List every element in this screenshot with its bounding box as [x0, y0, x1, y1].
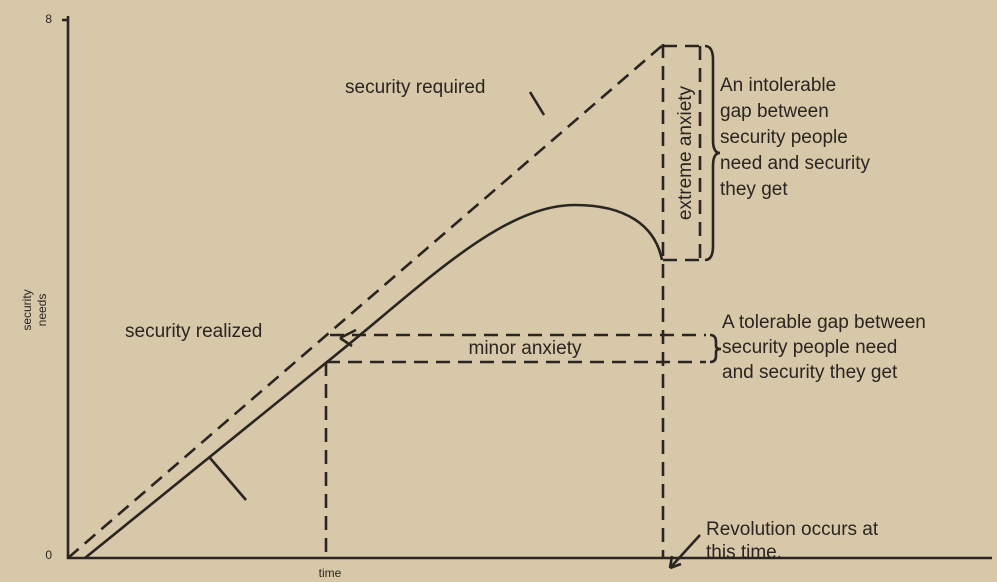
y-axis-label: security	[20, 289, 34, 330]
y-axis-label: needs	[35, 294, 49, 327]
intolerable-note: An intolerable	[720, 75, 836, 96]
minor-gap	[326, 333, 706, 364]
pointer	[528, 91, 546, 116]
realized-curve	[84, 203, 664, 560]
minor-label: minor anxiety	[469, 338, 582, 359]
tolerable-note: security people need	[722, 337, 897, 358]
brace	[704, 44, 721, 262]
realized-label: security realized	[125, 321, 262, 342]
intolerable-note: gap between	[720, 101, 829, 122]
tolerable-note: A tolerable gap between	[722, 312, 926, 333]
extreme-label: extreme anxiety	[675, 85, 696, 220]
revolution-note: this time.	[706, 542, 782, 563]
intolerable-note: security people	[720, 127, 848, 148]
brace	[709, 333, 722, 364]
arrowhead	[339, 328, 357, 348]
y-bottom-label: 0	[45, 548, 52, 562]
intolerable-note: need and security	[720, 153, 870, 174]
pointer	[209, 457, 247, 501]
x-axis-label: time	[319, 566, 342, 580]
required-label: security required	[345, 77, 485, 98]
revolution-note: Revolution occurs at	[706, 519, 879, 540]
pointer	[668, 534, 701, 570]
y-top-label: 8	[45, 12, 52, 26]
intolerable-note: they get	[720, 179, 788, 200]
tolerable-note: and security they get	[722, 362, 898, 383]
extreme-gap	[663, 44, 702, 262]
